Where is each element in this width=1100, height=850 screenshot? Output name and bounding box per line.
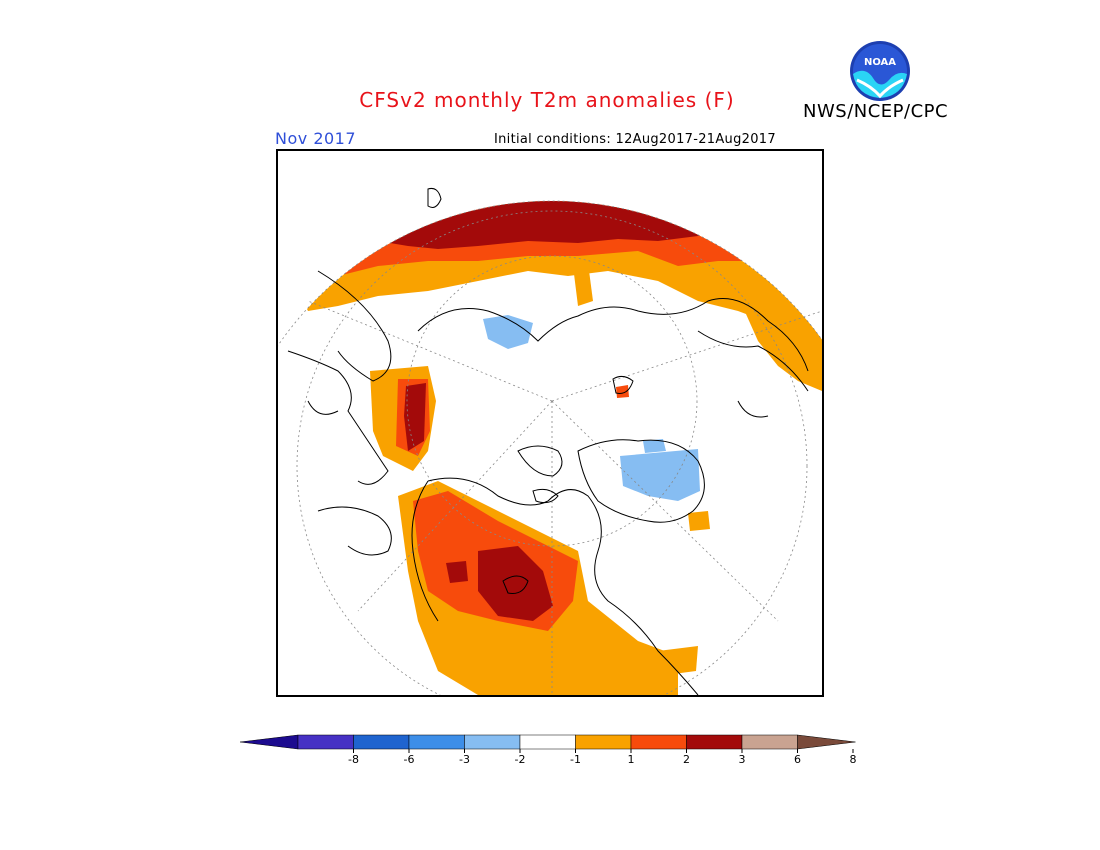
anomaly-region-orange-east2 [658, 646, 698, 676]
polar-map [276, 149, 824, 697]
colorbar-tick-label: 8 [849, 753, 857, 766]
colorbar [240, 734, 856, 753]
colorbar-tick-label: -1 [570, 753, 581, 766]
colorbar-swatch [741, 734, 798, 750]
coastline-canadian-archipelago [517, 445, 563, 504]
svg-text:NOAA: NOAA [864, 57, 896, 68]
colorbar-tick-label: -2 [514, 753, 526, 766]
anomaly-region-orange-east1 [688, 511, 710, 531]
colorbar-tick-label: 3 [738, 753, 746, 766]
coastline-greenland [577, 439, 705, 523]
latitude-circle-60 [406, 255, 698, 547]
meridian-line [307, 300, 553, 402]
latitude-circle-30 [296, 210, 808, 695]
colorbar-tick-label: -6 [403, 753, 415, 766]
colorbar-swatch [408, 734, 465, 750]
island-outline [427, 188, 442, 208]
anomaly-region-darkred-left [404, 383, 426, 451]
coastline-europe [287, 350, 389, 485]
coastline-asia-east [697, 330, 809, 418]
colorbar-swatch [519, 734, 576, 750]
anomaly-region-blue-siberia [483, 315, 533, 349]
colorbar-tick-label: -8 [348, 753, 359, 766]
island-outline [612, 375, 634, 394]
anomaly-region-blue-small [643, 439, 666, 453]
colorbar-swatch [686, 734, 743, 750]
agency-label: NWS/NCEP/CPC [803, 101, 949, 122]
colorbar-swatch [464, 734, 521, 750]
colorbar-tick-label: 2 [683, 753, 690, 766]
forecast-month: Nov 2017 [275, 129, 357, 148]
noaa-logo: NOAA [850, 41, 910, 101]
anomaly-region-orange-scandinavia [573, 263, 593, 306]
colorbar-swatch [575, 734, 632, 750]
anomaly-region-darkred-namerica-west [446, 561, 468, 583]
coastline-hudson-bay [502, 575, 529, 594]
coastline-alaska [317, 506, 392, 556]
colorbar-swatch [630, 734, 687, 750]
colorbar-swatch [353, 734, 410, 750]
colorbar-tick-label: -3 [459, 753, 470, 766]
colorbar-tick-label: 6 [794, 753, 801, 766]
colorbar-arrow-low [240, 734, 299, 750]
anomaly-region-darkred-namerica [478, 546, 553, 621]
anomaly-region-darkred-top [368, 201, 738, 249]
colorbar-tick-label: 1 [627, 753, 635, 766]
map-title: CFSv2 monthly T2m anomalies (F) [359, 88, 735, 112]
coastline-eurasia-north [317, 270, 809, 382]
colorbar-arrow-high [797, 734, 856, 750]
initial-conditions: Initial conditions: 12Aug2017-21Aug2017 [494, 132, 776, 147]
anomaly-region-blue-eurasia-east [620, 449, 700, 501]
colorbar-swatch [297, 734, 354, 750]
coastline-north-america [411, 477, 699, 695]
anomaly-region-red-spot [616, 385, 629, 398]
